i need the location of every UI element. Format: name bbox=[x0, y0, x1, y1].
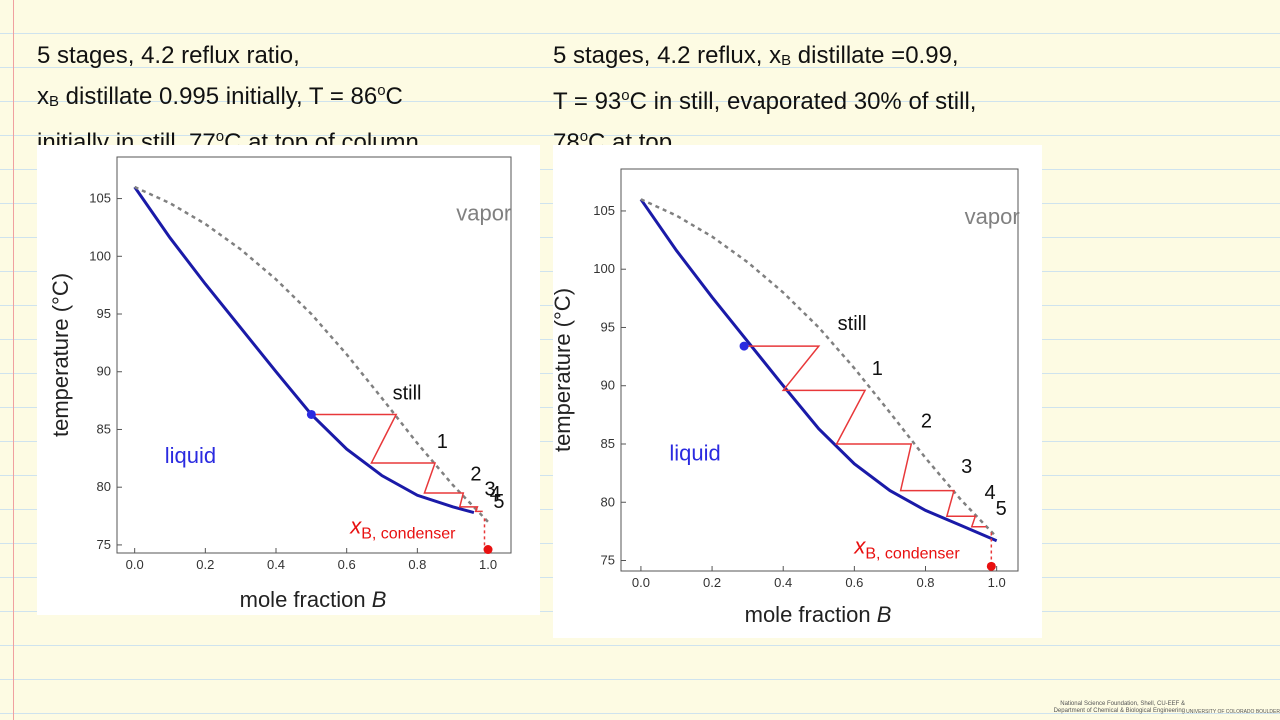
series-label: vapor bbox=[965, 204, 1020, 229]
superscript: o bbox=[579, 128, 589, 145]
point bbox=[986, 561, 996, 571]
y-tick-label: 105 bbox=[593, 203, 615, 218]
text: B bbox=[877, 602, 892, 627]
series-line bbox=[639, 198, 998, 543]
subscript: B bbox=[49, 93, 60, 110]
y-tick-label: 95 bbox=[601, 319, 615, 334]
note-line: 5 stages, 4.2 reflux, xB distillate =0.9… bbox=[553, 38, 976, 78]
text: x bbox=[349, 513, 362, 538]
footer-line: Department of Chemical & Biological Engi… bbox=[1053, 708, 1185, 714]
x-tick-label: 0.0 bbox=[126, 557, 144, 572]
footer-line: National Science Foundation, Shell, CU-E… bbox=[1060, 701, 1185, 707]
x-tick-label: 0.6 bbox=[338, 557, 356, 572]
y-axis-label: temperature (°C) bbox=[48, 273, 73, 437]
text: distillate 0.995 initially, T = 86 bbox=[59, 83, 378, 110]
note-line: T = 93oC in still, evaporated 30% of sti… bbox=[553, 78, 976, 119]
x-tick-label: 0.2 bbox=[196, 557, 214, 572]
text: x bbox=[37, 83, 49, 110]
y-tick-label: 75 bbox=[97, 537, 111, 552]
stage-label: 1 bbox=[437, 431, 448, 453]
stage-label: still bbox=[838, 313, 867, 335]
y-tick-label: 75 bbox=[601, 553, 615, 568]
subscript: B bbox=[781, 52, 792, 69]
chart-panel bbox=[553, 145, 1042, 638]
text: B, condenser bbox=[865, 546, 960, 563]
note-line: 5 stages, 4.2 reflux ratio, bbox=[37, 38, 419, 73]
y-tick-label: 90 bbox=[97, 364, 111, 379]
y-axis-label: temperature (°C) bbox=[550, 288, 575, 452]
point bbox=[306, 409, 316, 419]
y-tick-label: 95 bbox=[97, 306, 111, 321]
condenser-label: xB, condenser bbox=[349, 513, 456, 542]
x-axis-label: mole fraction B bbox=[745, 602, 892, 627]
superscript: o bbox=[377, 82, 386, 99]
stage-label: 5 bbox=[996, 498, 1007, 520]
stage-label: 5 bbox=[493, 491, 504, 513]
text: 5 stages, 4.2 reflux, x bbox=[553, 42, 782, 69]
x-tick-label: 0.0 bbox=[632, 575, 650, 590]
x-tick-label: 0.4 bbox=[774, 575, 792, 590]
point bbox=[483, 545, 493, 555]
y-tick-label: 90 bbox=[601, 378, 615, 393]
text: C in still, evaporated 30% of still, bbox=[629, 88, 977, 115]
x-tick-label: 0.8 bbox=[408, 557, 426, 572]
chart-panel bbox=[37, 145, 540, 615]
superscript: o bbox=[215, 128, 225, 145]
plot-frame bbox=[116, 156, 512, 554]
stage-label: 2 bbox=[470, 463, 481, 485]
stage-label: 1 bbox=[872, 358, 883, 380]
y-tick-label: 80 bbox=[601, 494, 615, 509]
note-line: xB distillate 0.995 initially, T = 86oC bbox=[37, 73, 419, 119]
text: 5 stages, 4.2 reflux ratio, bbox=[37, 42, 300, 69]
text: distillate =0.99, bbox=[791, 42, 959, 69]
text: B, condenser bbox=[361, 525, 456, 542]
series-label: liquid bbox=[165, 443, 216, 468]
series-label: liquid bbox=[669, 440, 720, 465]
y-tick-label: 105 bbox=[89, 191, 111, 206]
x-tick-label: 1.0 bbox=[988, 575, 1006, 590]
text: mole fraction bbox=[240, 587, 372, 612]
right-note: 5 stages, 4.2 reflux, xB distillate =0.9… bbox=[553, 38, 976, 160]
footer: National Science Foundation, Shell, CU-E… bbox=[1054, 701, 1185, 715]
stage-label: 4 bbox=[985, 482, 996, 504]
y-tick-label: 100 bbox=[593, 261, 615, 276]
y-tick-label: 80 bbox=[97, 479, 111, 494]
series-line bbox=[640, 198, 998, 539]
series-line bbox=[744, 345, 986, 528]
logo-text: UNIVERSITY OF COLORADO BOULDER bbox=[1186, 709, 1280, 715]
x-tick-label: 0.4 bbox=[267, 557, 285, 572]
text: mole fraction bbox=[745, 602, 877, 627]
x-tick-label: 1.0 bbox=[479, 557, 497, 572]
text: T = 93 bbox=[553, 88, 622, 115]
x-axis-label: mole fraction B bbox=[240, 587, 387, 612]
y-tick-label: 85 bbox=[97, 421, 111, 436]
series-label: vapor bbox=[456, 200, 511, 225]
x-tick-label: 0.6 bbox=[845, 575, 863, 590]
superscript: o bbox=[621, 87, 630, 104]
text: B bbox=[372, 587, 387, 612]
series-line bbox=[311, 413, 483, 513]
stage-label: 3 bbox=[484, 478, 495, 500]
point bbox=[739, 341, 749, 351]
text: C bbox=[385, 83, 403, 110]
stage-label: still bbox=[393, 382, 422, 404]
text: x bbox=[853, 534, 866, 559]
condenser-label: xB, condenser bbox=[853, 534, 960, 563]
x-tick-label: 0.8 bbox=[916, 575, 934, 590]
plot-frame bbox=[620, 168, 1019, 572]
series-line bbox=[134, 185, 489, 523]
stage-label: 2 bbox=[921, 411, 932, 433]
y-tick-label: 100 bbox=[89, 248, 111, 263]
x-tick-label: 0.2 bbox=[703, 575, 721, 590]
y-tick-label: 85 bbox=[601, 436, 615, 451]
stage-label: 3 bbox=[961, 456, 972, 478]
stage-label: 4 bbox=[490, 483, 501, 505]
